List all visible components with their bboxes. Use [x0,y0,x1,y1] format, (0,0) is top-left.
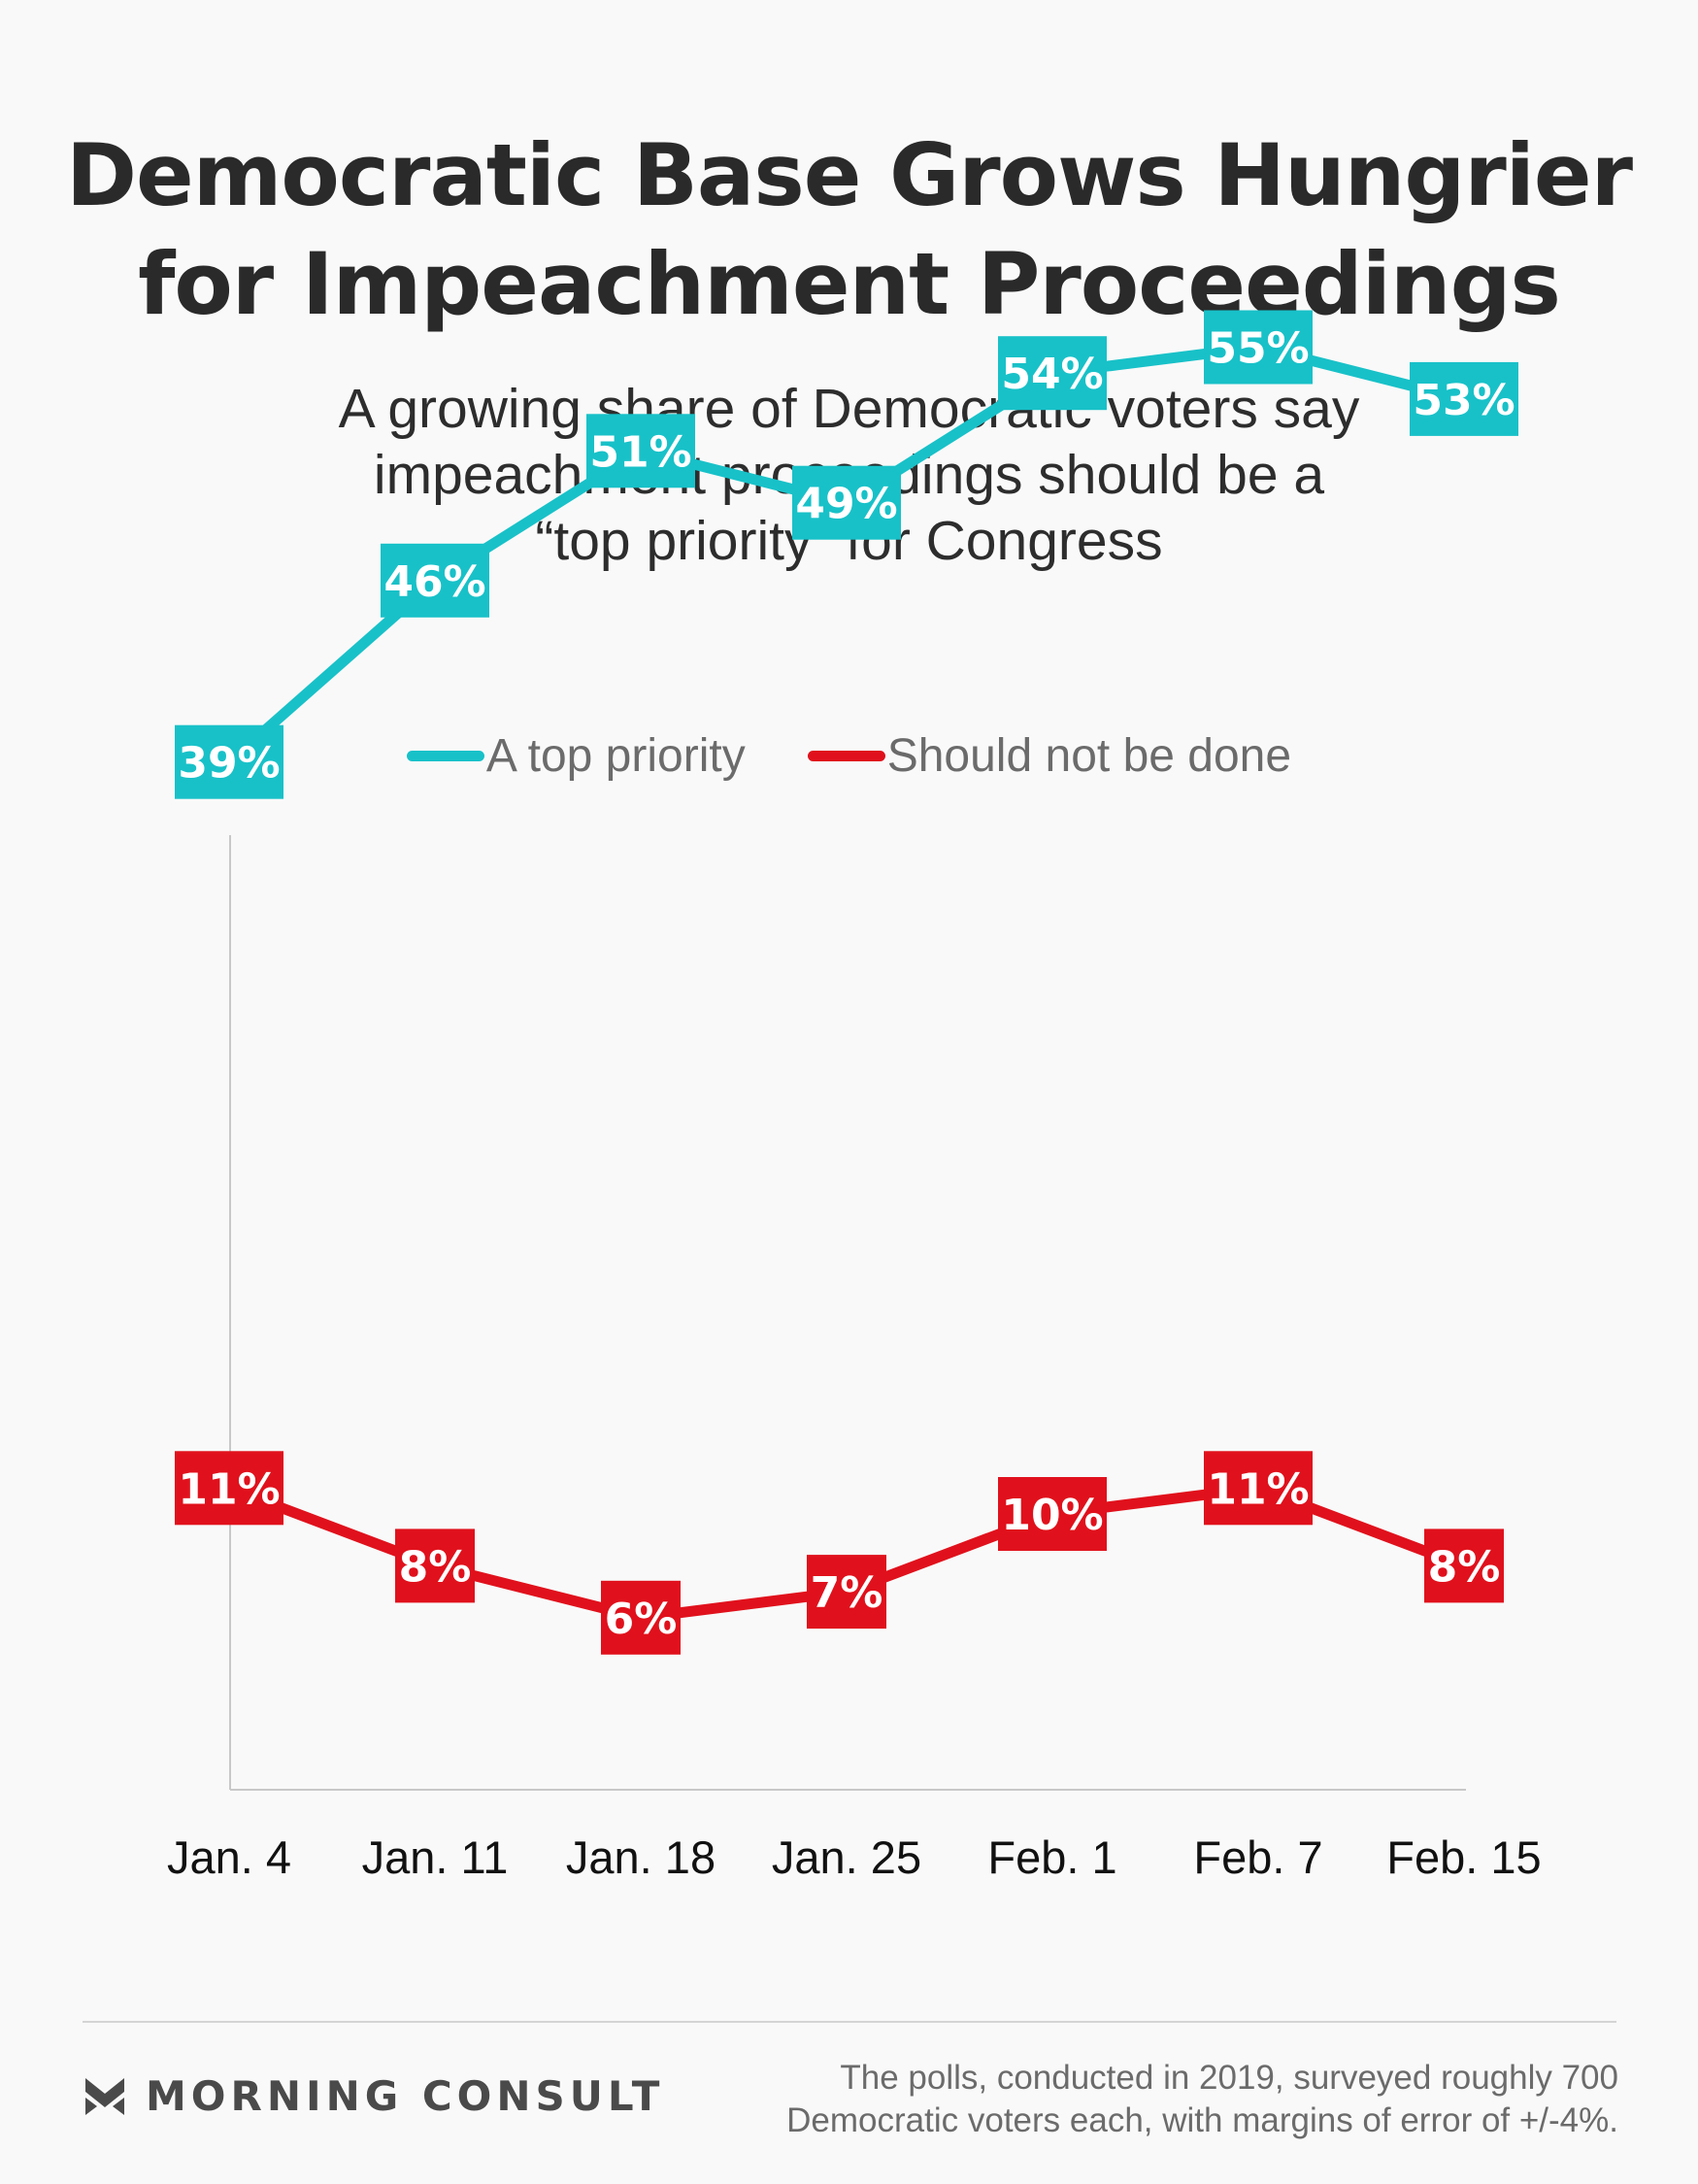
series-1: 11% 8% 6% 7% 10% 11% 8% [175,1451,1504,1655]
x-tick-label: Feb. 15 [1386,1831,1541,1883]
x-tick-label: Feb. 1 [987,1831,1116,1883]
data-label: 11% [1207,1464,1309,1514]
data-point: 55% [1204,310,1313,385]
data-point: 7% [807,1555,886,1630]
data-label-box [395,1529,475,1603]
source-note-line-1: The polls, conducted in 2019, surveyed r… [840,2059,1618,2097]
data-label-box [586,414,695,488]
data-label: 46% [383,557,485,607]
data-point: 8% [1424,1529,1504,1603]
x-tick-label: Feb. 7 [1193,1831,1322,1883]
x-tick-label: Jan. 18 [566,1831,716,1883]
source-note: The polls, conducted in 2019, surveyed r… [745,2057,1618,2142]
chart-subtitle-line-1: A growing share of Democratic voters say [338,378,1360,440]
legend-item-should-not: Should not be done [807,729,1292,783]
data-label: 10% [1001,1491,1103,1540]
chart-title-line-1: Democratic Base Grows Hungrier [66,125,1633,225]
legend-label-should-not: Should not be done [886,729,1292,782]
x-tick-label: Jan. 4 [167,1831,291,1883]
data-label-box [807,1555,886,1630]
data-label-box [1410,361,1518,436]
data-label-box [1204,310,1313,385]
footer-divider [83,2021,1616,2023]
data-point: 51% [586,414,695,488]
data-point: 54% [998,336,1107,411]
data-point: 49% [792,465,901,540]
chart-subtitle: A growing share of Democratic voters say… [0,376,1698,574]
data-label: 8% [1428,1542,1501,1592]
x-axis-tick-labels: Jan. 4 Jan. 11 Jan. 18 Jan. 25 Feb. 1 Feb. 7 F… [167,1831,1542,1883]
chart-title: Democratic Base Grows Hungrier for Impea… [0,121,1698,339]
legend-label-top-priority: A top priority [485,729,746,782]
data-point: 46% [381,543,489,618]
chart-axes [229,835,1466,1791]
data-point: 39% [175,724,283,799]
brand-name: MORNING CONSULT [146,2072,665,2120]
data-point: 6% [601,1580,681,1655]
legend-swatch-top-priority [406,750,484,761]
data-label: 11% [178,1464,280,1514]
data-label: 51% [589,427,691,477]
data-label: 49% [795,480,897,529]
data-point: 11% [175,1451,283,1526]
morning-consult-logo-icon [85,2077,124,2115]
data-label-box [1204,1451,1313,1526]
brand-logo: MORNING CONSULT [85,2072,664,2120]
data-label-box [175,724,283,799]
chart-title-line-2: for Impeachment Proceedings [138,234,1561,334]
legend-item-top-priority: A top priority [406,729,746,783]
data-label: 8% [399,1542,472,1592]
data-point: 11% [1204,1451,1313,1526]
legend-swatch-should-not [807,750,885,761]
chart-legend: A top priority Should not be done [0,724,1698,787]
data-label-box [601,1580,681,1655]
data-point: 10% [998,1477,1107,1551]
x-tick-label: Jan. 25 [772,1831,921,1883]
series-0: 39% 46% 51% 49% 54% 55% 53% [175,310,1518,799]
source-note-line-2: Democratic voters each, with margins of … [786,2101,1618,2139]
data-label-box [998,336,1107,411]
data-point: 53% [1410,361,1518,436]
data-label: 7% [811,1568,883,1618]
data-label-box [1424,1529,1504,1603]
chart-series: 39% 46% 51% 49% 54% 55% 53% 11% 8% 6% 7% 10% 11% 8% [175,310,1518,1655]
data-label-box [998,1477,1107,1551]
data-label: 6% [605,1595,678,1644]
data-point: 8% [395,1529,475,1603]
data-label: 39% [178,739,280,789]
data-label-box [792,465,901,540]
data-label-box [381,543,489,618]
data-label: 53% [1413,376,1515,425]
x-tick-label: Jan. 11 [362,1831,509,1883]
data-label-box [175,1451,283,1526]
data-label: 55% [1207,324,1309,374]
data-label: 54% [1001,350,1103,399]
